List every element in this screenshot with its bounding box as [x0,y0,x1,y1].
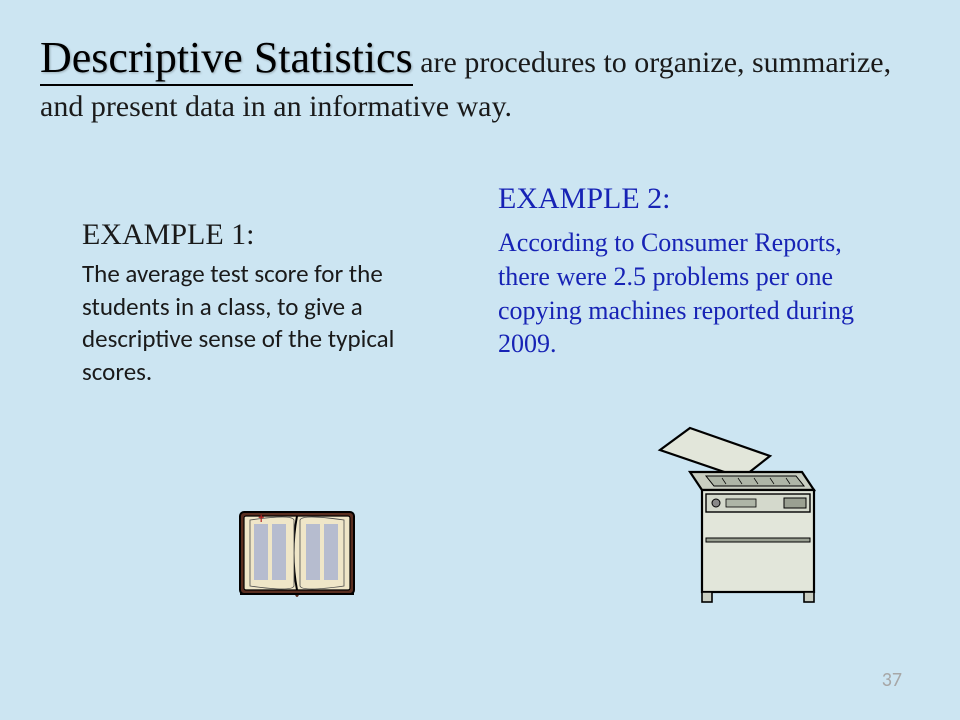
heading-descriptive-statistics: Descriptive Statistics [40,33,413,86]
example-1-body: The average test score for the students … [82,258,462,388]
copier-machine-icon [652,420,832,615]
example-1-block: EXAMPLE 1: The average test score for th… [82,218,462,388]
open-book-icon: ✝ [232,498,362,613]
definition-paragraph: Descriptive Statistics are procedures to… [40,28,900,128]
example-1-title: EXAMPLE 1: [82,218,462,252]
example-2-block: EXAMPLE 2: According to Consumer Reports… [498,182,858,361]
page-number: 37 [882,668,902,692]
example-2-body: According to Consumer Reports, there wer… [498,226,858,361]
svg-text:✝: ✝ [257,514,265,525]
example-2-title: EXAMPLE 2: [498,182,858,216]
